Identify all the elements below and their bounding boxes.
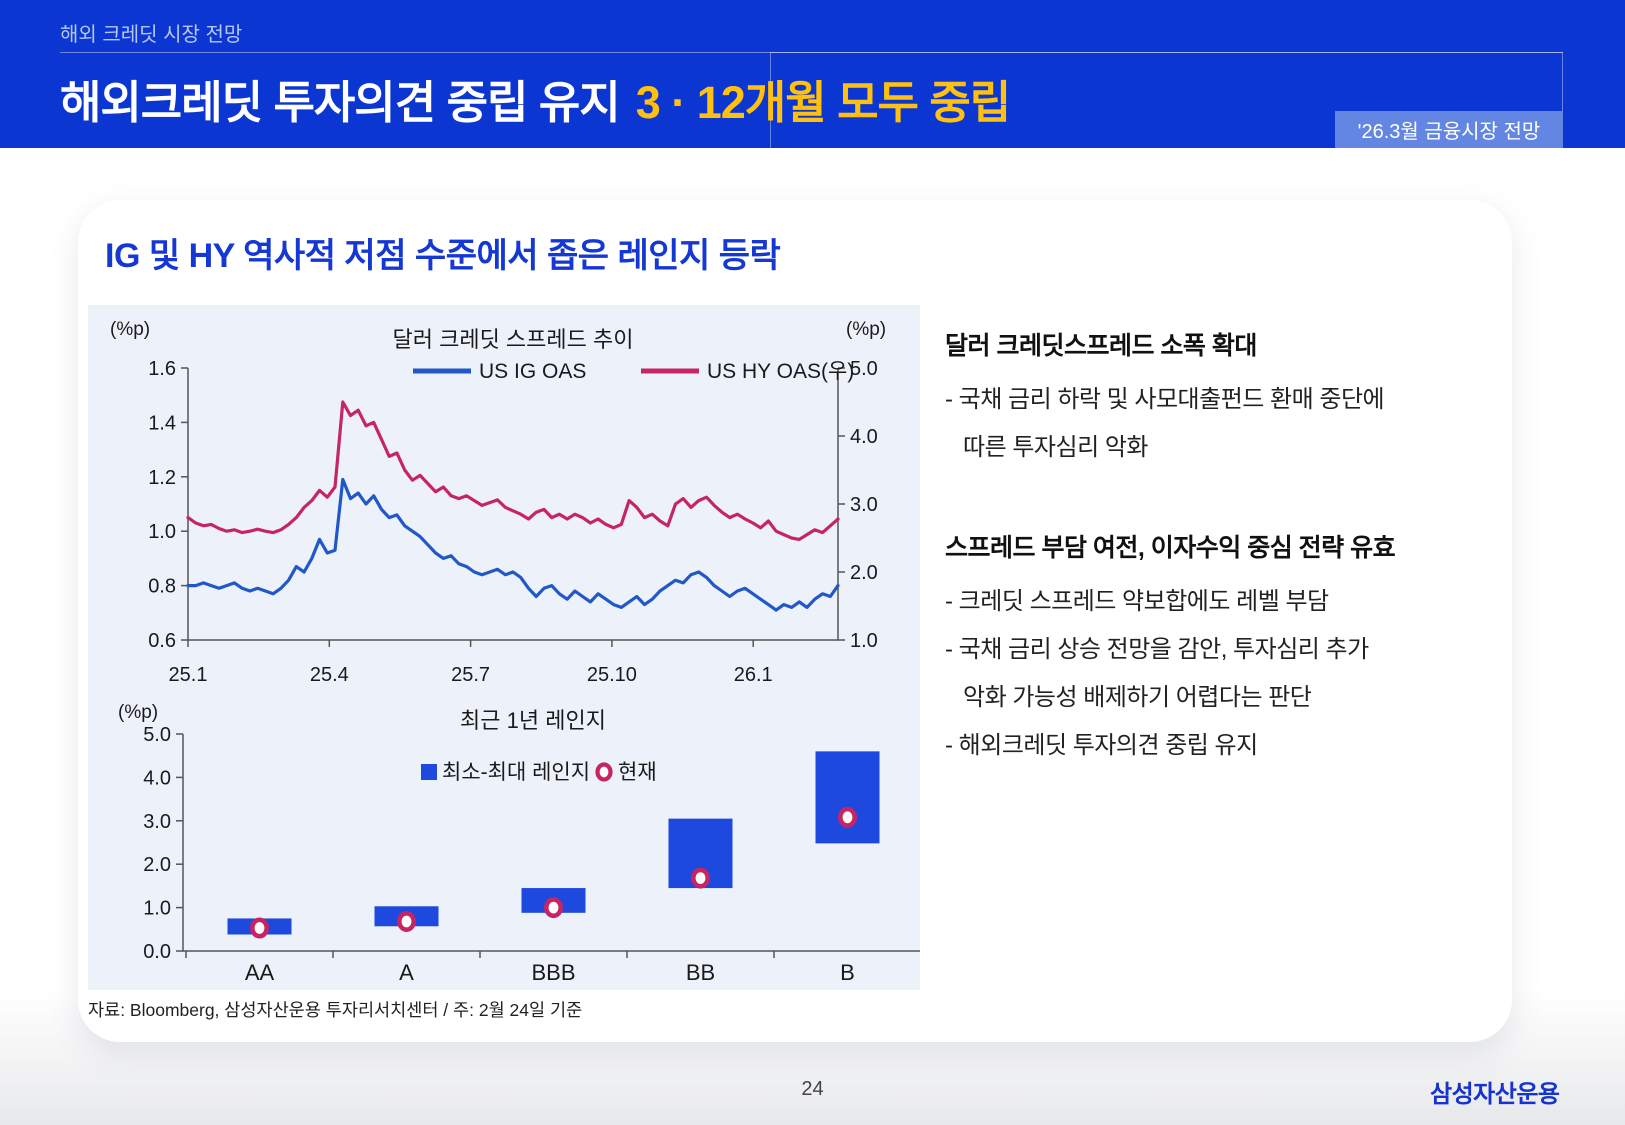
current-marker: [250, 917, 270, 939]
y-axis-tick-label: 2.0: [143, 854, 171, 876]
commentary-column: 달러 크레딧스프레드 소폭 확대 - 국채 금리 하락 및 사모대출펀드 환매 …: [945, 326, 1505, 770]
right-axis-tick-label: 4.0: [850, 426, 878, 448]
bullet-line: - 해외크레딧 투자의견 중립 유지: [945, 732, 1258, 759]
left-axis-tick-label: 1.4: [148, 412, 176, 434]
content-card: IG 및 HY 역사적 저점 수준에서 좁은 레인지 등락 1.6 1.4 1.2 1…: [78, 200, 1512, 1042]
spread-line-chart: 1.6 1.4 1.2 1.0 0.8 0.6 5.0 4.0 3.0 2.0 1.0 25.1 25.…: [110, 319, 886, 686]
x-axis-tick-label: 25.1: [169, 664, 208, 686]
current-marker: [837, 806, 857, 828]
section-heading: 스프레드 부담 여전, 이자수익 중심 전략 유효: [945, 534, 1396, 562]
y-axis-tick-label: 3.0: [143, 811, 171, 833]
category-label: BB: [686, 960, 715, 985]
range-bar: [815, 751, 880, 844]
page-number: 24: [801, 1078, 824, 1100]
commentary-section: 달러 크레딧스프레드 소폭 확대 - 국채 금리 하락 및 사모대출펀드 환매 …: [945, 326, 1505, 472]
commentary-section: 스프레드 부담 여전, 이자수익 중심 전략 유효 - 크레딧 스프레드 약보합…: [945, 528, 1505, 770]
legend-label: US IG OAS: [479, 360, 586, 383]
header-outline-box: [770, 52, 1563, 148]
left-axis-unit-label: (%p): [110, 319, 150, 340]
chart-panel: 1.6 1.4 1.2 1.0 0.8 0.6 5.0 4.0 3.0 2.0 1.0 25.1 25.…: [88, 305, 920, 990]
left-axis-tick-label: 1.0: [148, 521, 176, 543]
legend-label: US HY OAS(우): [707, 360, 854, 383]
current-marker: [690, 867, 710, 889]
current-marker: [543, 897, 563, 919]
right-axis-tick-label: 2.0: [850, 562, 878, 584]
series-line: [186, 477, 840, 612]
bullet-line: - 국채 금리 상승 전망을 감안, 투자심리 추가: [945, 636, 1369, 663]
company-logo: 삼성자산운용: [1430, 1081, 1560, 1108]
right-axis-tick-label: 3.0: [850, 494, 878, 516]
x-axis-tick-label: 26.1: [734, 664, 773, 686]
legend-label: 현재: [618, 761, 657, 784]
right-axis-tick-label: 1.0: [850, 630, 878, 652]
card-title: IG 및 HY 역사적 저점 수준에서 좁은 레인지 등락: [105, 237, 781, 275]
current-marker: [396, 910, 416, 932]
report-badge: '26.3월 금융시장 전망: [1335, 111, 1563, 148]
chart-title: 달러 크레딧 스프레드 추이: [393, 327, 634, 352]
x-axis-tick-label: 25.4: [310, 664, 349, 686]
header-eyebrow: 해외 크레딧 시장 전망: [60, 24, 243, 46]
bullet-line: 악화 가능성 배제하기 어렵다는 판단: [963, 684, 1312, 711]
header-divider: [60, 52, 1563, 53]
page-title-main: 해외크레딧 투자의견 중립 유지: [60, 77, 621, 128]
series-line: [186, 400, 840, 541]
page-title: 해외크레딧 투자의견 중립 유지 3 · 12개월 모두 중립: [60, 66, 1011, 131]
right-axis-unit-label: (%p): [846, 319, 886, 340]
chart-axes: [187, 368, 839, 641]
y-axis-tick-label: 1.0: [143, 898, 171, 920]
right-axis-tick-label: 5.0: [850, 358, 878, 380]
bullet-line: 따른 투자심리 악화: [963, 434, 1148, 461]
category-label: B: [840, 960, 855, 985]
left-axis-tick-label: 1.2: [148, 467, 176, 489]
left-axis-tick-label: 1.6: [148, 358, 176, 380]
bullet-line: - 크레딧 스프레드 약보합에도 레벨 부담: [945, 588, 1329, 615]
bullet-line: - 국채 금리 하락 및 사모대출펀드 환매 중단에: [945, 386, 1385, 413]
legend-square-swatch: [421, 764, 437, 780]
header-banner: 해외 크레딧 시장 전망 해외크레딧 투자의견 중립 유지 3 · 12개월 모두…: [0, 0, 1625, 148]
legend-label: 최소-최대 레인지: [442, 761, 590, 784]
y-axis-tick-label: 4.0: [143, 767, 171, 789]
category-label: BBB: [531, 960, 575, 985]
section-heading: 달러 크레딧스프레드 소폭 확대: [945, 332, 1257, 360]
y-axis-tick-label: 5.0: [143, 724, 171, 746]
left-axis-tick-label: 0.8: [148, 576, 176, 598]
legend-ring-swatch: [595, 762, 613, 782]
category-label: AA: [245, 960, 275, 985]
left-axis-tick-label: 0.6: [148, 630, 176, 652]
chart-title: 최근 1년 레인지: [460, 708, 606, 733]
page-title-accent: 3 · 12개월 모두 중립: [635, 77, 1011, 128]
y-axis-unit-label: (%p): [118, 702, 158, 723]
x-axis-tick-label: 25.10: [587, 664, 637, 686]
source-note: 자료: Bloomberg, 삼성자산운용 투자리서치센터 / 주: 2월 24…: [88, 1000, 583, 1020]
x-axis-tick-label: 25.7: [451, 664, 490, 686]
category-label: A: [399, 960, 414, 985]
y-axis-tick-label: 0.0: [143, 941, 171, 963]
